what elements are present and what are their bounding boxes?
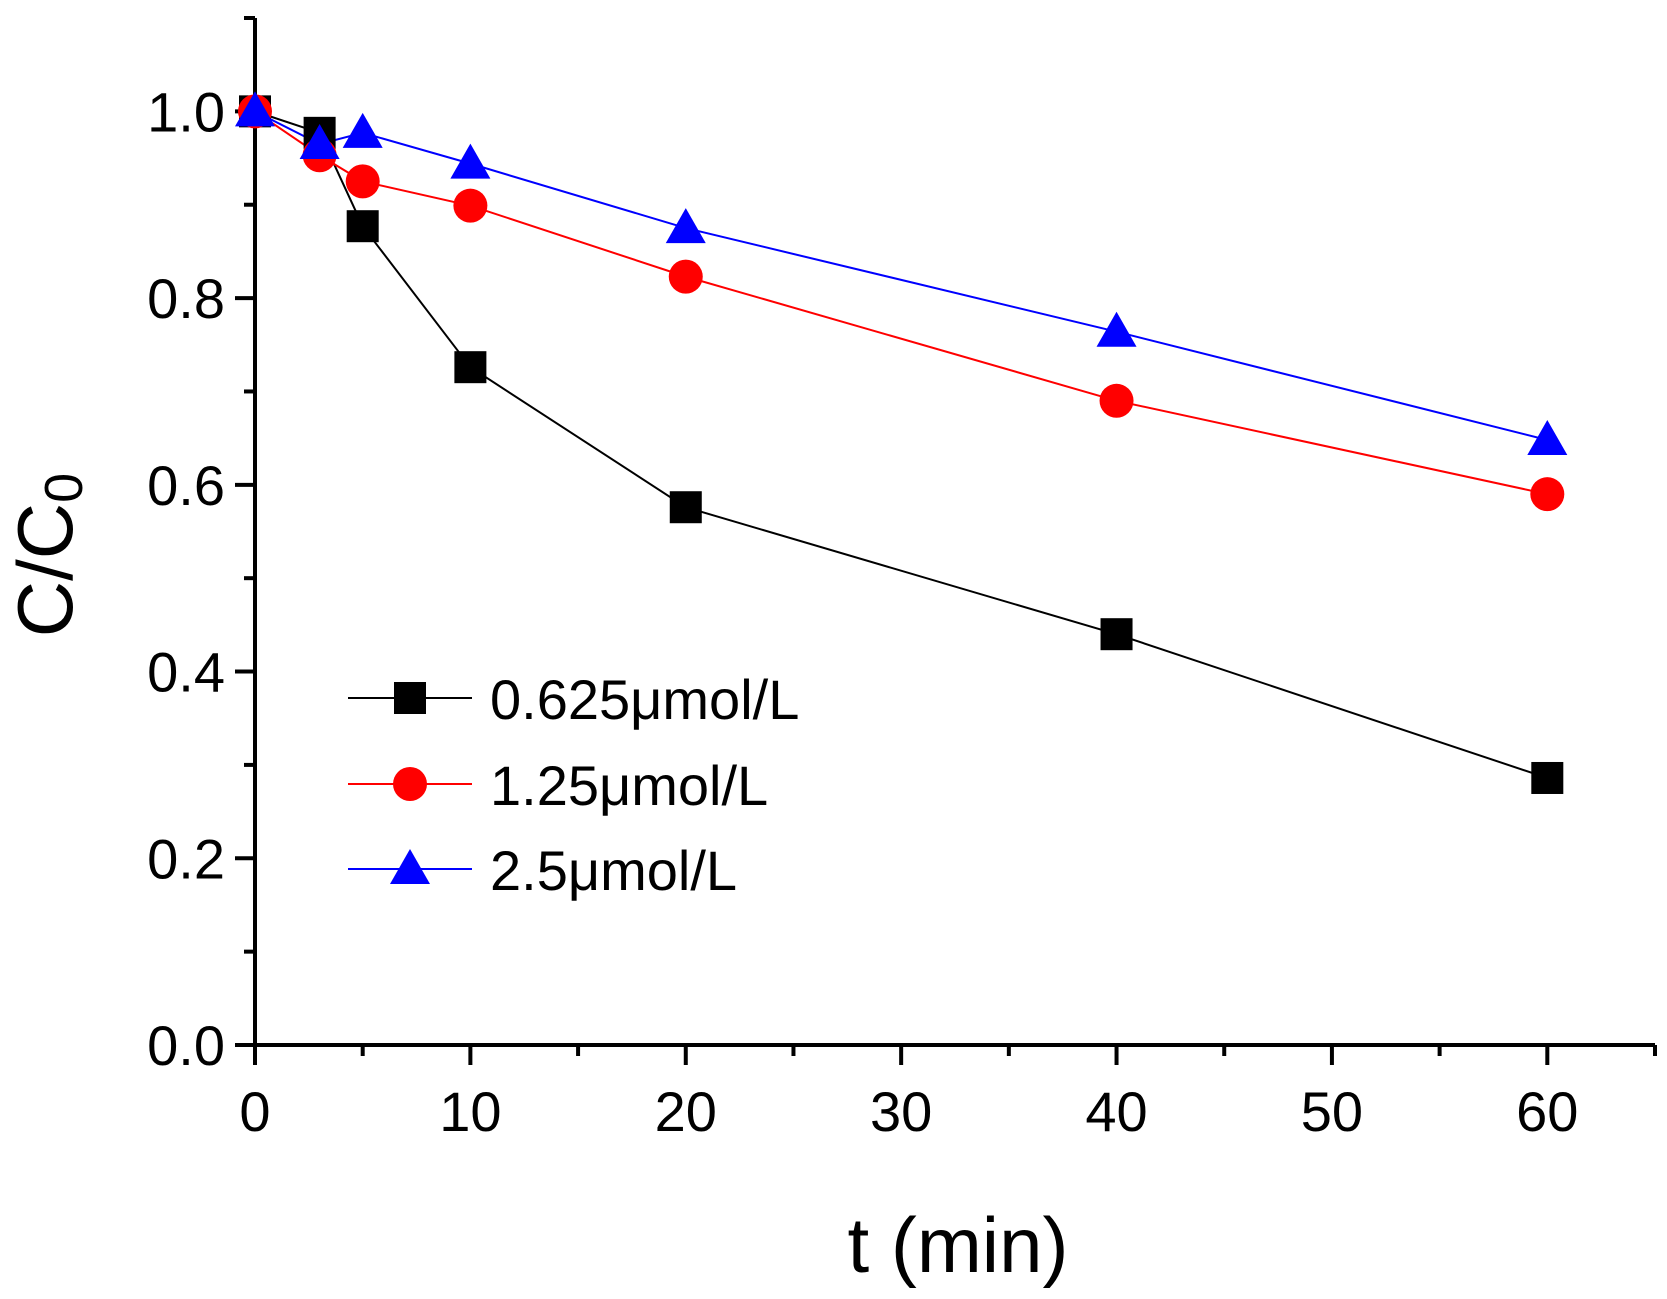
data-point-series-3 [1096, 311, 1137, 347]
data-point-series-1 [454, 351, 487, 384]
data-point-series-3 [665, 208, 706, 244]
legend-marker [390, 849, 430, 884]
data-point-series-3 [342, 112, 383, 148]
x-axis-title: t (min) [848, 1201, 1069, 1289]
data-point-series-1 [346, 210, 379, 243]
legend-label: 1.25μmol/L [490, 754, 768, 817]
legend-label: 0.625μmol/L [490, 668, 799, 731]
data-point-series-1 [1100, 618, 1133, 651]
data-point-series-3 [450, 143, 491, 179]
y-tick-label: 0.4 [147, 641, 225, 704]
x-tick-label: 50 [1301, 1080, 1363, 1143]
data-point-series-1 [1531, 761, 1564, 794]
data-point-series-2 [1530, 477, 1565, 512]
x-tick-label: 0 [239, 1080, 270, 1143]
legend-marker [393, 767, 427, 801]
x-tick-label: 20 [655, 1080, 717, 1143]
data-point-series-2 [453, 188, 488, 223]
legend-label: 2.5μmol/L [490, 839, 737, 902]
y-axis-title: C/C0 [1, 473, 94, 637]
x-tick-label: 30 [870, 1080, 932, 1143]
data-point-series-2 [1099, 383, 1134, 418]
y-tick-label: 0.8 [147, 267, 225, 330]
y-axis-title-subscript: 0 [34, 473, 94, 503]
y-tick-label: 0.6 [147, 454, 225, 517]
series-line-1 [254, 110, 1548, 779]
data-point-series-3 [1527, 420, 1568, 456]
x-tick-label: 40 [1085, 1080, 1147, 1143]
data-point-series-3 [299, 124, 340, 160]
y-tick-label: 0.2 [147, 827, 225, 890]
y-axis-title-main: C/C [1, 503, 89, 637]
legend-marker [394, 682, 426, 714]
series-line-3 [254, 110, 1548, 441]
data-point-series-1 [669, 491, 702, 524]
y-tick-label: 0.0 [147, 1014, 225, 1077]
legend: 0.625μmol/L 1.25μmol/L 2.5μmol/L [348, 668, 799, 902]
series-markers [235, 91, 1568, 794]
axes: 0 10 20 30 40 50 60 0.0 0.2 0.4 0.6 0.8 1.0 [147, 16, 1657, 1143]
series-line-2 [254, 110, 1548, 496]
data-point-series-3 [235, 91, 275, 127]
y-tick-label: 1.0 [147, 80, 225, 143]
series-lines [254, 110, 1548, 779]
data-point-series-2 [668, 259, 703, 294]
data-point-series-2 [345, 164, 380, 199]
x-tick-label: 10 [439, 1080, 501, 1143]
x-tick-label: 60 [1516, 1080, 1578, 1143]
